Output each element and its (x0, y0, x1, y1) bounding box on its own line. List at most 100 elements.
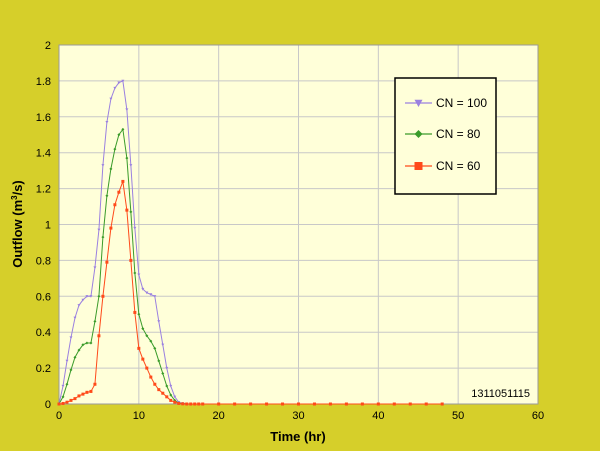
data-point (61, 384, 65, 388)
chart-annotation: 1311051115 (471, 388, 530, 400)
data-point (85, 295, 89, 298)
legend-label: CN = 80 (436, 127, 481, 141)
x-tick-label: 50 (452, 410, 464, 422)
data-point (392, 402, 396, 406)
data-point (133, 226, 137, 230)
data-point (153, 295, 157, 298)
data-point (165, 395, 169, 399)
y-axis-title: Outflow (m3/s) (10, 180, 25, 268)
data-point (113, 147, 117, 151)
y-axis-title-sup: 3 (10, 195, 19, 200)
y-axis-title-tail: /s) (10, 180, 25, 195)
data-point (89, 341, 93, 345)
x-tick-label: 0 (56, 410, 62, 422)
data-point (121, 127, 125, 131)
data-point (77, 304, 81, 307)
data-point (145, 366, 149, 370)
data-point (376, 402, 380, 406)
data-point (161, 371, 165, 375)
y-tick-label: 1 (45, 220, 51, 232)
data-point (69, 398, 73, 402)
data-point (73, 355, 77, 359)
legend: CN = 100 CN = 80 CN = 60 (394, 77, 497, 195)
data-point (217, 402, 221, 406)
y-tick-label: 1.4 (36, 148, 51, 160)
legend-label: CN = 60 (436, 159, 481, 173)
data-point (153, 382, 157, 386)
data-point (173, 395, 177, 399)
data-point (109, 226, 113, 230)
x-tick-label: 40 (372, 410, 384, 422)
data-point (97, 334, 101, 338)
data-point (141, 357, 145, 361)
data-point (121, 179, 125, 183)
data-point (133, 271, 137, 275)
data-point (149, 339, 153, 343)
y-tick-label: 0.8 (36, 255, 51, 267)
legend-label: CN = 100 (436, 96, 487, 110)
data-point (169, 393, 173, 397)
data-point (141, 287, 145, 291)
data-point (117, 190, 121, 194)
data-point (165, 366, 169, 370)
legend-marker (414, 99, 423, 107)
data-point (65, 382, 69, 386)
data-point (169, 384, 173, 388)
data-point (201, 402, 205, 406)
tick-labels: 0 10 20 30 40 50 60 0 0.2 0.4 0.6 0.8 1 1.2 1.4 1.6 1.8 2 (36, 40, 544, 422)
data-point (97, 294, 101, 298)
data-point (105, 120, 109, 124)
y-axis-title-main: Outflow (m (10, 200, 25, 268)
data-point (97, 228, 101, 232)
y-tick-label: 0.6 (36, 291, 51, 303)
data-point (189, 402, 193, 406)
y-tick-label: 0.4 (36, 327, 51, 339)
y-tick-label: 2 (45, 40, 51, 52)
data-point (185, 402, 189, 406)
data-point (113, 86, 117, 90)
legend-item: CN = 80 (405, 127, 481, 141)
data-point (101, 164, 105, 167)
y-tick-label: 1.6 (36, 112, 51, 124)
data-point (157, 388, 161, 392)
data-point (57, 402, 61, 406)
data-point (133, 310, 137, 314)
data-point (73, 316, 77, 320)
data-point (145, 291, 149, 295)
data-point (73, 397, 77, 401)
data-point (125, 208, 129, 212)
data-point (344, 402, 348, 406)
legend-marker (414, 162, 423, 170)
data-point (249, 402, 253, 406)
data-point (81, 392, 85, 396)
data-point (93, 266, 97, 270)
data-point (265, 402, 269, 406)
y-tick-label: 0 (45, 399, 51, 411)
data-point (109, 167, 113, 171)
data-point (69, 336, 73, 340)
data-point (69, 368, 73, 372)
x-tick-label: 60 (532, 410, 544, 422)
data-point (129, 210, 133, 214)
legend-box (394, 77, 497, 195)
data-point (61, 401, 65, 405)
data-point (85, 390, 89, 394)
data-point (101, 294, 105, 298)
data-point (77, 348, 81, 352)
series-line (58, 181, 443, 405)
data-point (105, 260, 109, 264)
data-point (93, 382, 97, 386)
data-point (89, 389, 93, 393)
data-point (149, 293, 153, 297)
data-point (312, 402, 316, 406)
data-point (145, 334, 149, 338)
data-point (117, 133, 121, 137)
data-point (424, 402, 428, 406)
data-point (129, 164, 133, 167)
data-point (89, 295, 93, 298)
data-point (149, 375, 153, 379)
data-point (297, 402, 300, 406)
y-tick-label: 1.2 (36, 184, 51, 196)
